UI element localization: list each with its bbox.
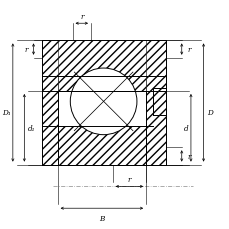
Polygon shape (57, 127, 145, 165)
Circle shape (70, 69, 136, 135)
Text: r: r (187, 46, 190, 54)
Text: r: r (80, 13, 83, 21)
Polygon shape (145, 41, 165, 165)
Polygon shape (152, 88, 165, 116)
Text: D₁: D₁ (2, 108, 11, 116)
Polygon shape (41, 41, 165, 92)
Text: D: D (206, 108, 212, 116)
Text: r: r (24, 46, 28, 54)
Text: B: B (99, 214, 104, 222)
Polygon shape (41, 41, 57, 165)
Text: d₁: d₁ (28, 124, 35, 132)
Polygon shape (57, 77, 145, 92)
Text: r: r (127, 176, 131, 184)
Text: d: d (183, 124, 188, 132)
Text: r: r (187, 152, 190, 160)
